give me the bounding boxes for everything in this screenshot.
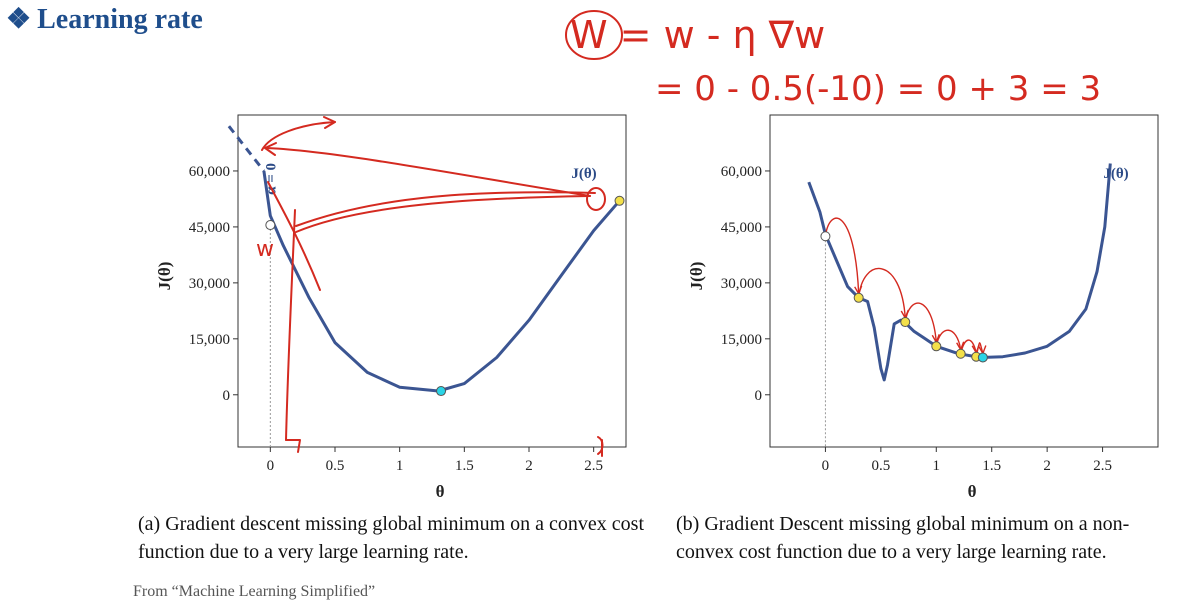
x-tick-label: 1.5 [982,458,1001,474]
return-arrow [264,147,591,197]
overshoot-arrow-1 [295,195,591,233]
x-tick-label: 1 [396,458,404,474]
cost-curve-extension [227,125,266,172]
y-tick-label: 60,000 [721,164,762,180]
point-step [900,317,911,328]
x-axis-label: θ [968,482,977,501]
y-axis-label: J(θ) [155,262,174,291]
x-tick-label: 2 [1043,458,1051,474]
y-tick-label: 15,000 [721,332,762,348]
y-tick-label: 15,000 [189,332,230,348]
y-tick-label: 30,000 [721,276,762,292]
slide-title: ❖ Learning rate [6,2,203,36]
x-tick-label: 0 [822,458,830,474]
y-tick-label: 0 [223,388,231,404]
x-tick-label: 0.5 [871,458,890,474]
diamond-bullet-icon: ❖ [6,4,32,35]
x-axis-label: θ [436,482,445,501]
divergence-arrow [261,121,336,151]
handwritten-formula-line1: W = w - η ∇w [570,13,825,57]
handwritten-w-label: w [256,237,274,262]
circled-w-mark [565,10,623,60]
return-arrowhead [264,142,277,156]
point-start [820,231,831,242]
step-arrow [935,329,962,350]
scribble-circle [586,187,606,211]
divergence-arrowhead [323,116,336,129]
point-minimum [436,386,447,397]
x-tick-label: 2.5 [1093,458,1112,474]
caption-a: (a) Gradient descent missing global mini… [138,513,644,563]
plot-frame [769,114,1159,448]
alpha-label: α = 0 [263,163,279,195]
point-step [931,341,942,352]
x-tick-label: 1.5 [455,458,474,474]
point-start [265,220,276,231]
x-tick-label: 1 [933,458,941,474]
curve-label: J(θ) [571,166,596,182]
point-step [853,292,864,303]
x-tick-label: 2 [525,458,533,474]
step-arrow [857,267,906,319]
vertical-stroke [285,209,296,441]
handwritten-annotations: W = w - η ∇w = 0 - 0.5(-10) = 0 + 3 = 3 w [256,10,1101,457]
point-step [955,348,966,359]
chart-a: 0 0.5 1 1.5 2 2.5 60,000 45,000 30,000 15,000 0 θ J(… [155,114,627,501]
cost-curve [262,170,621,393]
x-tick-label: 0.5 [326,458,345,474]
caption-b: (b) Gradient Descent missing global mini… [676,513,1130,563]
y-tick-label: 0 [755,388,763,404]
zero-mark-left [285,439,301,453]
overshoot-arrow-2 [295,191,596,227]
y-tick-label: 30,000 [189,276,230,292]
y-tick-label: 45,000 [721,220,762,236]
chart-b: 0 0.5 1 1.5 2 2.5 60,000 45,000 30,000 15,000 0 θ J(… [687,114,1159,501]
slide-title-text: Learning rate [37,4,203,35]
y-axis-label: J(θ) [687,262,706,291]
plot-frame [237,114,627,448]
x-tick-label: 2.5 [584,458,603,474]
point-minimum [977,352,988,363]
zero-mark-right [597,436,604,457]
step-arrow [904,302,937,343]
y-tick-label: 45,000 [189,220,230,236]
y-tick-label: 60,000 [189,164,230,180]
tangent-stroke [267,181,321,291]
point-step [614,195,625,206]
handwritten-formula-line2: = 0 - 0.5(-10) = 0 + 3 = 3 [655,69,1101,109]
source-citation: From “Machine Learning Simplified” [133,583,376,600]
step-arrow [824,217,860,294]
curve-label: J(θ) [1103,166,1128,182]
x-tick-label: 0 [267,458,275,474]
